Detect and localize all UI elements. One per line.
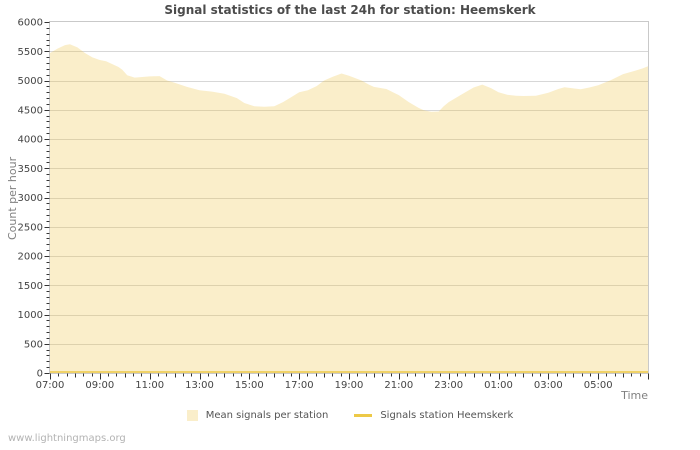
svg-text:3000: 3000 bbox=[18, 193, 43, 204]
legend-item-station-signals: Signals station Heemskerk bbox=[354, 410, 513, 421]
svg-text:17:00: 17:00 bbox=[285, 380, 314, 391]
legend-item-mean-signals: Mean signals per station bbox=[186, 410, 329, 421]
svg-text:0: 0 bbox=[37, 369, 43, 380]
x-axis-label: Time bbox=[621, 389, 648, 402]
legend-area-swatch-icon bbox=[186, 410, 198, 421]
watermark: www.lightningmaps.org bbox=[8, 433, 126, 444]
svg-text:13:00: 13:00 bbox=[185, 380, 214, 391]
svg-text:3500: 3500 bbox=[18, 164, 43, 175]
svg-text:19:00: 19:00 bbox=[335, 380, 364, 391]
svg-text:2000: 2000 bbox=[18, 252, 43, 263]
y-axis-label: Count per hour bbox=[6, 156, 19, 240]
svg-text:1500: 1500 bbox=[18, 281, 43, 292]
svg-text:4500: 4500 bbox=[18, 105, 43, 116]
svg-text:03:00: 03:00 bbox=[534, 380, 563, 391]
svg-text:07:00: 07:00 bbox=[36, 380, 65, 391]
svg-text:4000: 4000 bbox=[18, 135, 43, 146]
svg-text:6000: 6000 bbox=[18, 18, 43, 29]
chart-title: Signal statistics of the last 24h for st… bbox=[164, 3, 536, 17]
svg-text:2500: 2500 bbox=[18, 222, 43, 233]
svg-text:11:00: 11:00 bbox=[135, 380, 164, 391]
svg-text:21:00: 21:00 bbox=[384, 380, 413, 391]
svg-text:09:00: 09:00 bbox=[85, 380, 114, 391]
svg-text:5000: 5000 bbox=[18, 76, 43, 87]
legend-label-station-signals: Signals station Heemskerk bbox=[380, 410, 514, 421]
legend: Mean signals per station Signals station… bbox=[0, 410, 700, 421]
svg-text:5500: 5500 bbox=[18, 47, 43, 58]
svg-text:05:00: 05:00 bbox=[584, 380, 613, 391]
legend-label-mean-signals: Mean signals per station bbox=[205, 410, 329, 421]
svg-text:01:00: 01:00 bbox=[484, 380, 513, 391]
svg-text:500: 500 bbox=[24, 339, 43, 350]
signal-statistics-plot: 0 500 1000 1500 2000 2500 3000 3500 4000 4500 5000… bbox=[18, 18, 649, 391]
legend-line-swatch-icon bbox=[354, 414, 373, 417]
svg-text:23:00: 23:00 bbox=[434, 380, 463, 391]
svg-text:15:00: 15:00 bbox=[235, 380, 264, 391]
svg-text:1000: 1000 bbox=[18, 310, 43, 321]
